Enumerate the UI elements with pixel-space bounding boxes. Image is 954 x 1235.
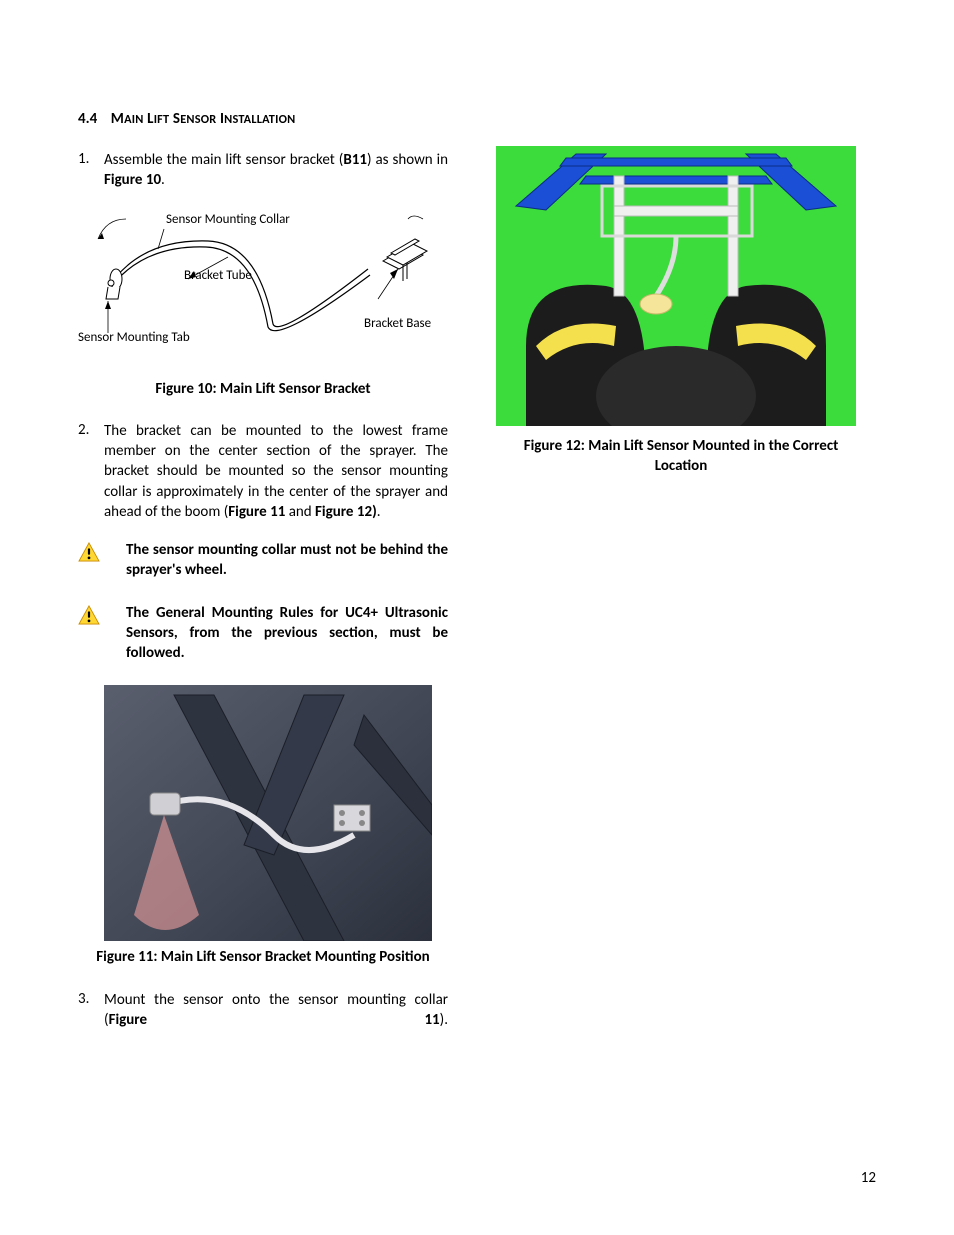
step-number: 3.: [78, 990, 104, 1031]
figure-11-image: [104, 685, 432, 941]
warning-icon: [78, 605, 100, 625]
step-text: Assemble the main lift sensor bracket (B…: [104, 150, 448, 191]
label-collar: Sensor Mounting Collar: [166, 213, 290, 228]
section-number: 4.4: [78, 110, 97, 128]
warning-2: The General Mounting Rules for UC4+ Ultr…: [78, 603, 448, 664]
warning-icon: [78, 542, 100, 562]
section-title: MAIN LIFT SENSOR INSTALLATION: [111, 110, 296, 128]
step-3: 3. Mount the sensor onto the sensor moun…: [78, 990, 448, 1031]
step-1: 1. Assemble the main lift sensor bracket…: [78, 150, 448, 191]
step-number: 2.: [78, 421, 104, 522]
figure-10-diagram: Sensor Mounting Collar Bracket Tube Brac…: [78, 209, 448, 369]
warning-text: The sensor mounting collar must not be b…: [112, 540, 448, 581]
step-text: Mount the sensor onto the sensor mountin…: [104, 990, 448, 1031]
label-tube: Bracket Tube: [184, 269, 252, 284]
step-text: The bracket can be mounted to the lowest…: [104, 421, 448, 522]
label-tab: Sensor Mounting Tab: [78, 331, 190, 346]
figure-11-caption: Figure 11: Main Lift Sensor Bracket Moun…: [78, 947, 448, 967]
label-base: Bracket Base: [364, 317, 431, 332]
warning-text: The General Mounting Rules for UC4+ Ultr…: [112, 603, 448, 664]
figure-12-image: [496, 146, 856, 426]
figure-12-caption: Figure 12: Main Lift Sensor Mounted in t…: [496, 436, 866, 477]
step-number: 1.: [78, 150, 104, 191]
step-2: 2. The bracket can be mounted to the low…: [78, 421, 448, 522]
figure-10-caption: Figure 10: Main Lift Sensor Bracket: [78, 379, 448, 399]
page-number: 12: [861, 1169, 876, 1187]
section-heading: 4.4 MAIN LIFT SENSOR INSTALLATION: [78, 110, 448, 128]
warning-1: The sensor mounting collar must not be b…: [78, 540, 448, 581]
